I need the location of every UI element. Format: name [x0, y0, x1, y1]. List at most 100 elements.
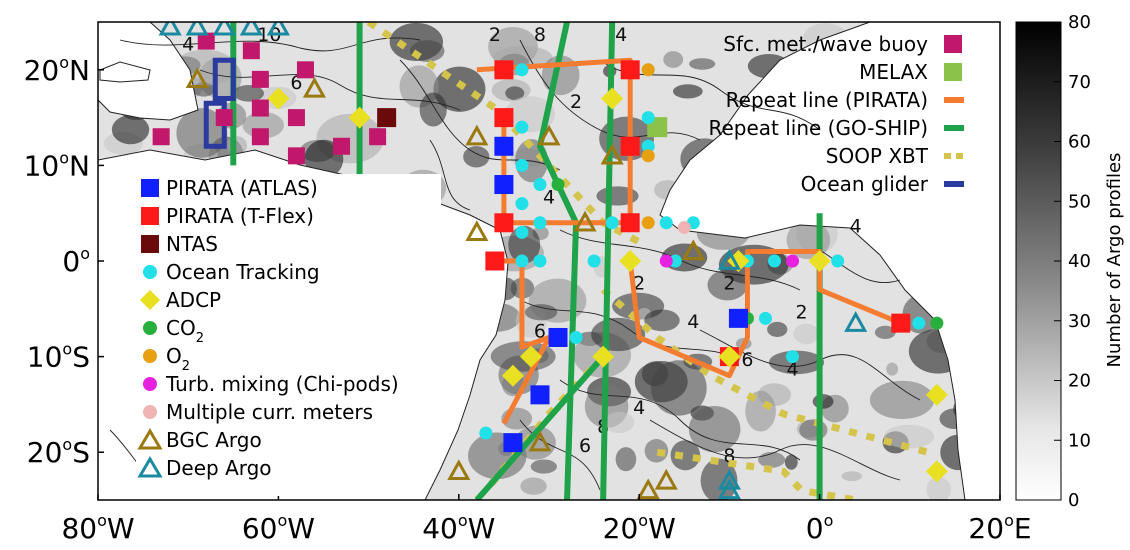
contour-labels: 4106284242686462428424 — [182, 24, 862, 467]
contour-label: 6 — [741, 349, 753, 371]
legend-observation-swatch — [143, 349, 157, 363]
legend-observations-box — [136, 174, 441, 296]
legend-observation-swatch — [141, 207, 159, 225]
pirata-atlas-marker — [548, 327, 568, 347]
ocean-tracking-marker — [515, 254, 529, 268]
density-cell — [883, 424, 935, 449]
density-cell — [841, 471, 862, 482]
colorbar-ticks: 0 10 20 30 40 50 60 70 80 — [1054, 12, 1091, 511]
legend-platform-label: MELAX — [859, 60, 928, 84]
legend-observation-label: Turb. mixing (Chi-pods) — [165, 372, 399, 396]
legend-observation-label: ADCP — [166, 288, 221, 312]
contour-label: 4 — [543, 187, 555, 209]
adcp-marker — [718, 345, 741, 368]
legend-platform-label: Sfc. met./wave buoy — [723, 32, 928, 56]
met-buoy-marker — [242, 42, 260, 60]
density-cell — [111, 115, 150, 145]
density-cell — [688, 406, 741, 453]
ocean-tracking-marker — [786, 350, 800, 364]
ocean-tracking-marker — [515, 158, 529, 172]
ocean-tracking-marker — [641, 111, 655, 125]
goship-repeat-line — [474, 354, 606, 500]
legend-observation-swatch — [141, 235, 159, 253]
density-cell — [768, 350, 825, 375]
adcp-marker — [348, 106, 371, 129]
legend-platform-label: Repeat line (GO-SHIP) — [708, 116, 928, 140]
contour-label: 4 — [687, 311, 699, 333]
bgc-argo-marker — [465, 220, 489, 242]
lat-tick-label: 0o — [62, 244, 90, 278]
legend-platform-label: SOOP XBT — [826, 144, 929, 168]
density-cell — [615, 447, 637, 472]
adcp-marker — [267, 87, 290, 110]
co2-marker — [551, 178, 565, 192]
contour-label: 2 — [796, 301, 808, 323]
pirata-repeat-line — [494, 258, 552, 425]
o2-marker — [641, 216, 655, 230]
chipod-marker — [786, 254, 800, 268]
density-cell — [644, 309, 680, 332]
pirata-tflex-marker — [494, 60, 514, 80]
ocean-tracking-marker — [515, 225, 529, 239]
ocean-tracking-marker — [768, 254, 781, 268]
lat-tick-label: 20oS — [27, 435, 90, 469]
density-cell — [663, 51, 684, 68]
legend-observation-label: Multiple curr. meters — [166, 400, 373, 424]
adcp-marker — [925, 383, 948, 406]
pirata-tflex-marker — [494, 213, 514, 233]
legend-observation-label: PIRATA (T-Flex) — [166, 204, 314, 228]
colorbar-tick-label: 0 — [1068, 490, 1079, 511]
density-cell — [926, 476, 951, 500]
legend-observation-swatch — [143, 321, 157, 335]
ocean-tracking-marker — [912, 316, 926, 330]
adcp-marker — [808, 250, 831, 272]
met-buoy-marker — [369, 128, 387, 146]
met-buoy-marker — [333, 137, 351, 155]
deep-argo-marker — [717, 478, 741, 500]
pirata-atlas-marker — [728, 308, 748, 328]
adcp-marker — [601, 87, 624, 110]
ocean-tracking-marker — [533, 254, 547, 268]
colorbar: 0 10 20 30 40 50 60 70 80 Number of Argo profile… — [1015, 12, 1125, 511]
contour-label: 8 — [534, 24, 546, 46]
deep-argo-marker — [239, 22, 263, 36]
legend-platform-swatch — [944, 63, 962, 81]
pirata-tflex-marker — [620, 60, 640, 80]
legend-observation-label: BGC Argo — [166, 428, 262, 452]
co2-marker — [930, 316, 944, 330]
o2-marker — [641, 63, 655, 77]
density-cell — [700, 458, 738, 500]
met-buoy-marker — [215, 109, 233, 127]
observation-layer — [152, 22, 948, 500]
legend-observation-label: PIRATA (ATLAS) — [166, 176, 318, 200]
contour-label: 4 — [633, 397, 645, 419]
adcp-marker — [519, 345, 542, 368]
pirata-tflex-marker — [891, 313, 911, 333]
colorbar-tick-label: 60 — [1068, 132, 1091, 153]
adcp-marker — [501, 364, 524, 387]
density-cell — [672, 84, 703, 99]
legend-observation-label: NTAS — [166, 232, 218, 256]
lon-tick-label: 40oW — [422, 511, 495, 545]
legend-observation-label: O2 — [166, 344, 190, 374]
ocean-tracking-marker — [605, 216, 619, 230]
density-cell — [874, 325, 896, 339]
ocean-tracking-marker — [479, 426, 493, 440]
density-cell — [603, 411, 635, 434]
ocean-tracking-marker — [758, 311, 772, 325]
met-buoy-marker — [287, 147, 305, 165]
legend-observation-swatch — [141, 179, 159, 197]
contour-label: 2 — [570, 91, 582, 113]
pirata-repeat-line — [627, 248, 902, 379]
lon-tick-label: 20oW — [603, 511, 676, 545]
lon-tick-label: 20oE — [968, 511, 1031, 545]
pirata-tflex-marker — [485, 251, 505, 271]
density-cell — [793, 323, 820, 345]
met-buoy-marker — [251, 99, 269, 117]
adcp-marker — [592, 345, 615, 368]
ocean-tracking-marker — [533, 178, 547, 192]
legend-platform-swatch — [944, 35, 962, 53]
density-cell — [650, 360, 707, 416]
met-buoy-marker — [251, 128, 269, 146]
colorbar-tick-label: 80 — [1068, 12, 1091, 33]
